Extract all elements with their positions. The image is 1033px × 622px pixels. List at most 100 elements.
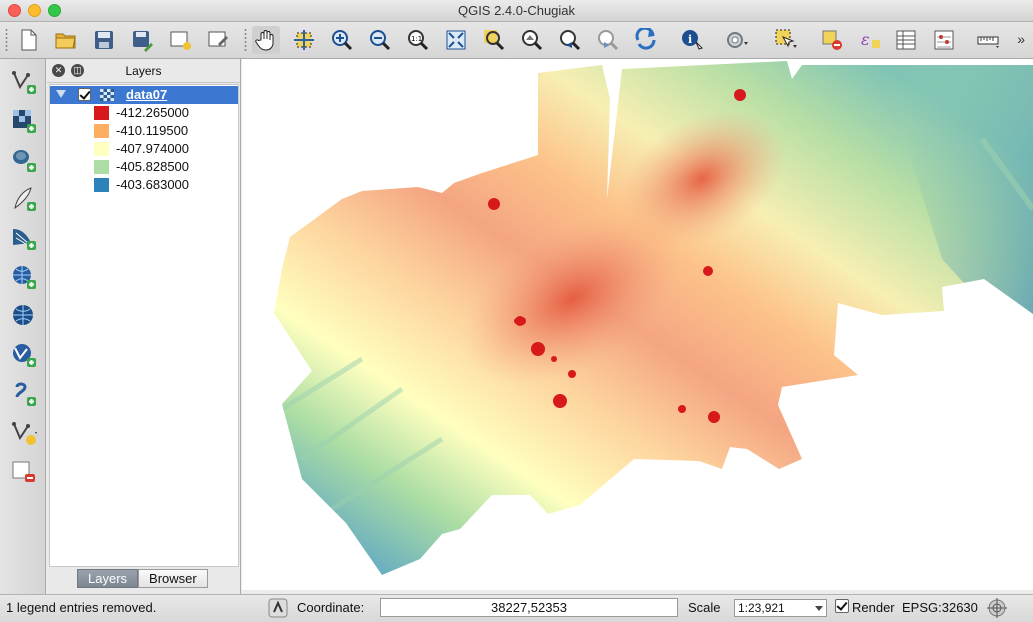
save-project-button[interactable]: [90, 26, 118, 54]
run-action-button[interactable]: [722, 26, 750, 54]
float-panel-icon[interactable]: ◫: [71, 64, 84, 77]
select-icon: [775, 29, 797, 48]
zoom-out-button[interactable]: [366, 26, 394, 54]
add-raster-layer-icon: [13, 110, 36, 133]
toggle-extents-icon[interactable]: [268, 598, 288, 618]
zoom-native-icon: 1:1: [408, 30, 429, 51]
crs-status[interactable]: EPSG:32630: [902, 600, 978, 615]
layer-visibility-checkbox[interactable]: [78, 88, 91, 101]
select-features-button[interactable]: [772, 26, 800, 54]
deselect-features-button[interactable]: [818, 26, 846, 54]
projection-icon[interactable]: [987, 598, 1007, 618]
scale-combobox[interactable]: 1:23,921: [734, 599, 827, 617]
add-delimited-text-button[interactable]: [9, 379, 39, 409]
remove-layer-button[interactable]: [9, 457, 39, 487]
zoom-in-icon: [332, 30, 353, 51]
toolbar-grip[interactable]: [5, 28, 8, 52]
add-raster-layer-button[interactable]: [9, 106, 39, 136]
toolbar-overflow-button[interactable]: »: [1017, 31, 1025, 47]
raster-map[interactable]: [242, 59, 1033, 590]
add-vector-layer-button[interactable]: [9, 67, 39, 97]
statistics-icon: [934, 30, 954, 50]
render-label: Render: [852, 600, 895, 615]
legend-swatch: [94, 160, 109, 174]
action-icon: [727, 32, 748, 48]
layer-tree[interactable]: data07 -412.265000 -410.119500 -407.9740…: [49, 84, 239, 567]
zoom-next-button[interactable]: [594, 26, 622, 54]
window-minimize-button[interactable]: [28, 4, 41, 17]
new-project-button[interactable]: [14, 26, 42, 54]
zoom-in-button[interactable]: [328, 26, 356, 54]
tab-layers[interactable]: Layers: [77, 569, 139, 588]
map-canvas[interactable]: [242, 59, 1033, 590]
expand-arrow-icon[interactable]: [56, 90, 66, 98]
legend-item: -412.265000: [94, 104, 234, 122]
zoom-full-button[interactable]: [442, 26, 470, 54]
chevron-down-icon: [815, 606, 823, 611]
title-bar: QGIS 2.4.0-Chugiak: [0, 0, 1033, 22]
remove-layer-icon: [12, 461, 35, 482]
new-vector-layer-icon: [12, 422, 37, 445]
select-by-expression-button[interactable]: ε: [856, 26, 884, 54]
window-zoom-button[interactable]: [48, 4, 61, 17]
svg-text:ε: ε: [861, 30, 870, 49]
tab-browser[interactable]: Browser: [138, 569, 208, 588]
scale-label: Scale: [688, 600, 721, 615]
legend-label: -405.828500: [116, 159, 190, 174]
statistics-button[interactable]: [930, 26, 958, 54]
status-bar: 1 legend entries removed. Coordinate: 38…: [0, 594, 1033, 622]
scale-value: 1:23,921: [738, 601, 785, 615]
zoom-to-layer-button[interactable]: [518, 26, 546, 54]
legend-label: -403.683000: [116, 177, 190, 192]
new-vector-layer-button[interactable]: [9, 418, 39, 448]
add-wcs-layer-button[interactable]: [9, 301, 39, 331]
measure-icon: [977, 36, 999, 48]
legend-item: -407.974000: [94, 140, 234, 158]
legend-item: -403.683000: [94, 176, 234, 194]
composer-manager-icon: [208, 31, 228, 47]
measure-button[interactable]: [974, 26, 1002, 54]
attribute-table-button[interactable]: [892, 26, 920, 54]
render-checkbox[interactable]: [835, 599, 849, 613]
legend-swatch: [94, 124, 109, 138]
legend-swatch: [94, 106, 109, 120]
coordinate-input[interactable]: 38227,52353: [380, 598, 678, 617]
add-mssql-layer-button[interactable]: [9, 223, 39, 253]
manage-layers-toolbar: [0, 59, 46, 594]
raster-layer-icon: [100, 89, 114, 101]
identify-button[interactable]: i: [678, 26, 706, 54]
pan-icon: [255, 30, 274, 51]
pan-to-selection-button[interactable]: [290, 26, 318, 54]
legend-label: -407.974000: [116, 141, 190, 156]
identify-icon: i: [682, 30, 703, 50]
composer-manager-button[interactable]: [204, 26, 232, 54]
close-panel-icon[interactable]: ✕: [52, 64, 65, 77]
layer-item-data07[interactable]: data07: [50, 86, 238, 104]
add-wfs-layer-icon: [13, 344, 36, 367]
open-project-icon: [55, 33, 76, 49]
new-print-composer-button[interactable]: [166, 26, 194, 54]
status-message: 1 legend entries removed.: [6, 600, 157, 615]
zoom-full-icon: [446, 30, 466, 50]
layer-name: data07: [126, 87, 168, 102]
open-project-button[interactable]: [52, 26, 80, 54]
refresh-icon: [635, 28, 656, 50]
add-wfs-layer-button[interactable]: [9, 340, 39, 370]
add-wms-layer-button[interactable]: [9, 262, 39, 292]
zoom-last-icon: [560, 30, 581, 51]
save-as-button[interactable]: [128, 26, 156, 54]
zoom-last-button[interactable]: [556, 26, 584, 54]
save-project-icon: [95, 31, 113, 49]
window-close-button[interactable]: [8, 4, 21, 17]
add-postgis-layer-button[interactable]: [9, 145, 39, 175]
svg-text:i: i: [688, 33, 692, 46]
toolbar-grip[interactable]: [244, 28, 247, 52]
refresh-button[interactable]: [632, 26, 660, 54]
add-spatialite-layer-button[interactable]: [9, 184, 39, 214]
pan-to-selection-icon: [294, 30, 314, 50]
add-mssql-layer-icon: [13, 229, 36, 250]
zoom-to-selection-button[interactable]: [480, 26, 508, 54]
zoom-native-button[interactable]: 1:1: [404, 26, 432, 54]
pan-button[interactable]: [252, 26, 280, 54]
layers-panel-title: Layers: [125, 64, 162, 78]
